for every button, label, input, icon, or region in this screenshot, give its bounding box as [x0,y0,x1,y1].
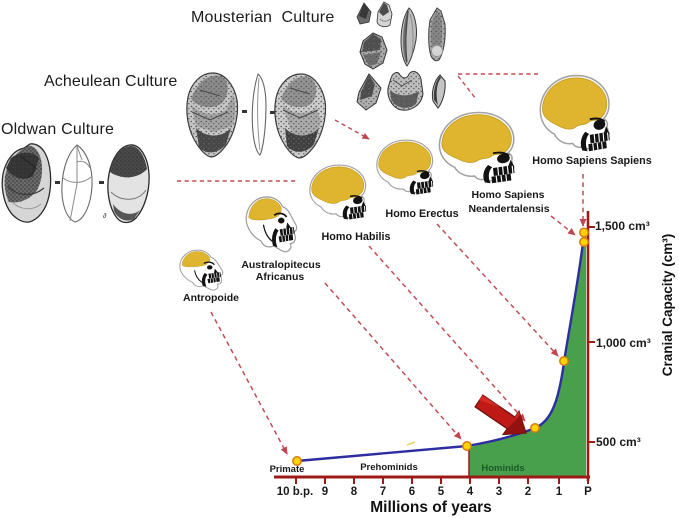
svg-text:10 b.p.: 10 b.p. [277,486,313,498]
svg-text:Oldwan Culture: Oldwan Culture [1,121,114,138]
svg-text:Hominids: Hominids [481,463,524,474]
svg-text:1,000 cm³: 1,000 cm³ [596,336,651,350]
svg-text:500 cm³: 500 cm³ [596,435,641,449]
svg-text:Neandertalensis: Neandertalensis [468,203,549,215]
svg-text:9: 9 [322,486,328,498]
svg-text:P: P [584,486,592,498]
svg-text:Prehominids: Prehominids [360,462,418,473]
svg-text:7: 7 [380,486,386,498]
svg-text:Homo Sapiens: Homo Sapiens [472,189,545,201]
svg-text:3: 3 [496,486,502,498]
svg-text:Africanus: Africanus [256,271,305,283]
svg-text:8: 8 [351,486,358,498]
svg-text:1: 1 [556,486,563,498]
svg-text:Antropoide: Antropoide [183,292,239,304]
svg-text:Acheulean Culture: Acheulean Culture [44,73,177,90]
svg-text:Millions of years: Millions of years [370,499,491,516]
svg-text:Homo Habilis: Homo Habilis [322,231,391,243]
svg-text:∂: ∂ [103,213,107,220]
svg-text:Cranial Capacity (cm³): Cranial Capacity (cm³) [660,234,675,377]
svg-text:Primate: Primate [270,464,305,475]
svg-text:5: 5 [438,486,445,498]
svg-text:Homo Sapiens Sapiens: Homo Sapiens Sapiens [532,155,651,167]
svg-text:1,500 cm³: 1,500 cm³ [595,219,650,233]
svg-text:Australopitecus: Australopitecus [241,259,321,271]
svg-text:4: 4 [467,486,474,498]
svg-text:Mousterian Culture: Mousterian Culture [191,9,334,26]
svg-text:6: 6 [409,486,415,498]
svg-text:Homo Erectus: Homo Erectus [385,208,458,220]
svg-text:2: 2 [525,486,531,498]
